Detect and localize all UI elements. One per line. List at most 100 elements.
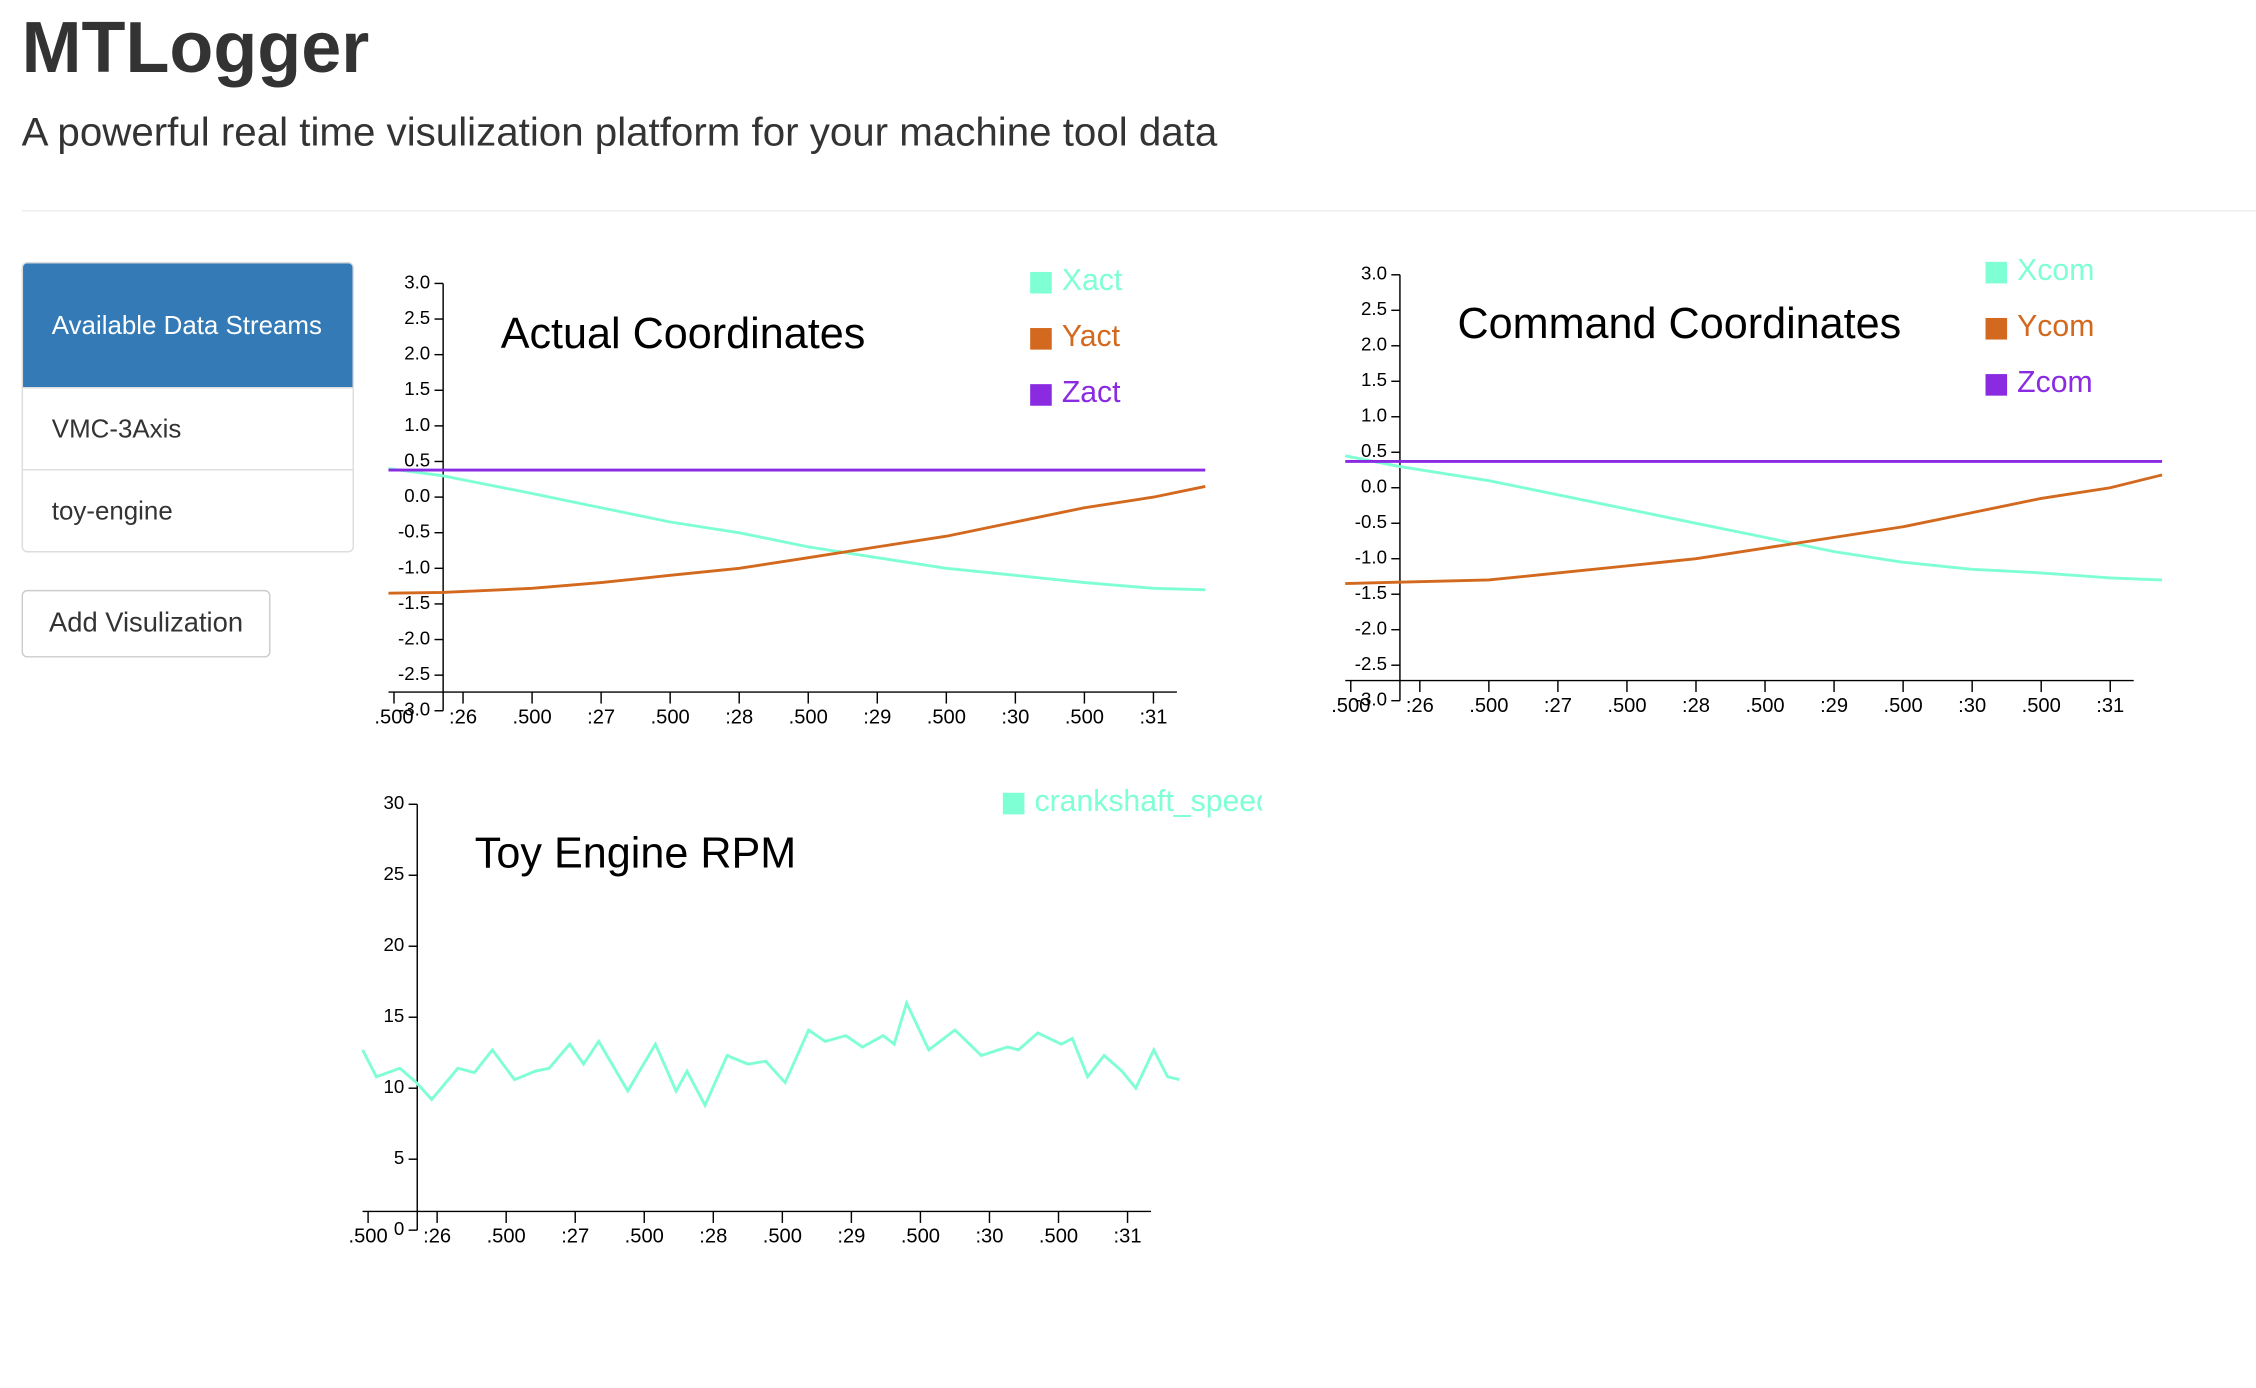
legend-label: Zcom: [2017, 366, 2093, 399]
y-tick-label: 2.5: [1361, 298, 1387, 319]
x-tick-label: .500: [487, 1226, 526, 1248]
x-tick-label: :31: [1139, 706, 1167, 728]
chart-title: Actual Coordinates: [501, 310, 866, 358]
x-tick-label: :26: [1406, 695, 1434, 717]
legend-label: Ycom: [2017, 310, 2094, 343]
chart-title: Toy Engine RPM: [475, 829, 796, 877]
y-tick-label: -1.5: [398, 592, 430, 613]
stream-item[interactable]: toy-engine: [23, 469, 353, 551]
divider: [21, 210, 2256, 212]
chart: 0 5 10 15 20 25 30 .500 :26 .500 :27 .500 :28 .500 :29…: [349, 785, 1272, 1248]
legend-label: crankshaft_speed: [1034, 785, 1272, 818]
x-tick-label: .500: [789, 706, 828, 728]
y-tick-label: 0.5: [1361, 440, 1387, 461]
x-tick-label: :28: [1682, 695, 1710, 717]
x-tick-label: :30: [1001, 706, 1029, 728]
legend-label: Yact: [1062, 320, 1121, 353]
x-tick-label: .500: [625, 1226, 664, 1248]
stream-item[interactable]: VMC-3Axis: [23, 387, 353, 469]
legend-swatch: [1985, 261, 2008, 284]
x-tick-label: .500: [1469, 695, 1508, 717]
x-tick-label: .500: [2022, 695, 2061, 717]
x-tick-label: :27: [1544, 695, 1572, 717]
x-tick-label: .500: [901, 1226, 940, 1248]
legend-swatch: [1030, 384, 1052, 406]
legend-label: Xact: [1062, 264, 1123, 297]
chart: -3.0 -2.5 -2.0 -1.5 -1.0 -0.5 0.0 0.5 1.0 1.5 2.0 2…: [374, 264, 1206, 728]
legend-swatch: [1985, 317, 2008, 340]
y-tick-label: 5: [394, 1147, 404, 1168]
page-subtitle: A powerful real time visulization platfo…: [21, 109, 1218, 154]
legend-swatch: [1002, 792, 1025, 815]
list-heading: Available Data Streams: [23, 263, 353, 388]
x-tick-label: :28: [699, 1226, 727, 1248]
x-tick-label: :29: [1820, 695, 1848, 717]
y-tick-label: -2.0: [398, 627, 430, 648]
x-tick-label: :27: [561, 1226, 589, 1248]
stream-list: Available Data Streams VMC-3Axis toy-eng…: [21, 261, 354, 553]
x-tick-label: :29: [863, 706, 891, 728]
legend-swatch: [1985, 374, 2008, 396]
series-line: [361, 998, 1180, 1109]
series-line: [1345, 473, 2163, 586]
x-tick-label: .500: [374, 706, 413, 728]
y-tick-label: 25: [384, 863, 405, 884]
y-tick-label: -1.0: [398, 556, 430, 577]
y-tick-label: 10: [384, 1076, 405, 1097]
x-tick-label: :29: [837, 1226, 865, 1248]
x-tick-label: .500: [349, 1226, 388, 1248]
x-tick-label: .500: [1607, 695, 1646, 717]
x-tick-label: :31: [1114, 1226, 1142, 1248]
y-tick-label: 2.5: [404, 307, 430, 328]
y-tick-label: 20: [384, 934, 405, 955]
x-tick-label: .500: [1331, 695, 1370, 717]
series-line: [388, 485, 1206, 595]
legend-swatch: [1030, 328, 1052, 350]
add-button[interactable]: Add Visulization: [21, 589, 271, 658]
x-tick-label: .500: [1884, 695, 1923, 717]
y-tick-label: 1.5: [1361, 369, 1387, 390]
y-tick-label: 1.0: [1361, 405, 1387, 426]
x-tick-label: :26: [449, 706, 477, 728]
y-tick-label: -3.0: [398, 699, 430, 720]
y-tick-label: -3.0: [1355, 689, 1387, 710]
x-tick-label: .500: [1039, 1226, 1078, 1248]
y-tick-label: 0: [394, 1218, 404, 1239]
x-tick-label: :28: [725, 706, 753, 728]
y-tick-label: 1.5: [404, 378, 430, 399]
y-tick-label: 0.5: [404, 449, 430, 470]
x-tick-label: .500: [1745, 695, 1784, 717]
y-tick-label: 1.0: [404, 414, 430, 435]
y-tick-label: -2.5: [398, 663, 430, 684]
x-tick-label: .500: [512, 706, 551, 728]
x-tick-label: :30: [975, 1226, 1003, 1248]
y-tick-label: 30: [384, 792, 405, 813]
y-tick-label: 3.0: [404, 271, 430, 292]
y-tick-label: 15: [384, 1005, 405, 1026]
chart-title: Command Coordinates: [1457, 300, 1901, 348]
y-tick-label: -2.5: [1355, 653, 1387, 674]
series-line: [388, 467, 1206, 592]
x-tick-label: :26: [423, 1226, 451, 1248]
y-tick-label: -0.5: [398, 521, 430, 542]
y-tick-label: -0.5: [1355, 511, 1387, 532]
chart: -3.0 -2.5 -2.0 -1.5 -1.0 -0.5 0.0 0.5 1.0 1.5 2.0 2…: [1331, 254, 2163, 717]
y-tick-label: -2.0: [1355, 618, 1387, 639]
series-line: [1344, 454, 2163, 582]
x-tick-label: :31: [2096, 695, 2124, 717]
x-tick-label: :27: [587, 706, 615, 728]
y-tick-label: 0.0: [404, 485, 430, 506]
x-tick-label: .500: [763, 1226, 802, 1248]
y-tick-label: -1.0: [1355, 547, 1387, 568]
y-tick-label: 2.0: [404, 343, 430, 364]
x-tick-label: :30: [1958, 695, 1986, 717]
y-tick-label: 0.0: [1361, 476, 1387, 497]
legend-label: Zact: [1062, 376, 1121, 409]
x-tick-label: .500: [651, 706, 690, 728]
x-tick-label: .500: [927, 706, 966, 728]
y-tick-label: 3.0: [1361, 263, 1387, 284]
y-tick-label: -1.5: [1355, 582, 1387, 603]
